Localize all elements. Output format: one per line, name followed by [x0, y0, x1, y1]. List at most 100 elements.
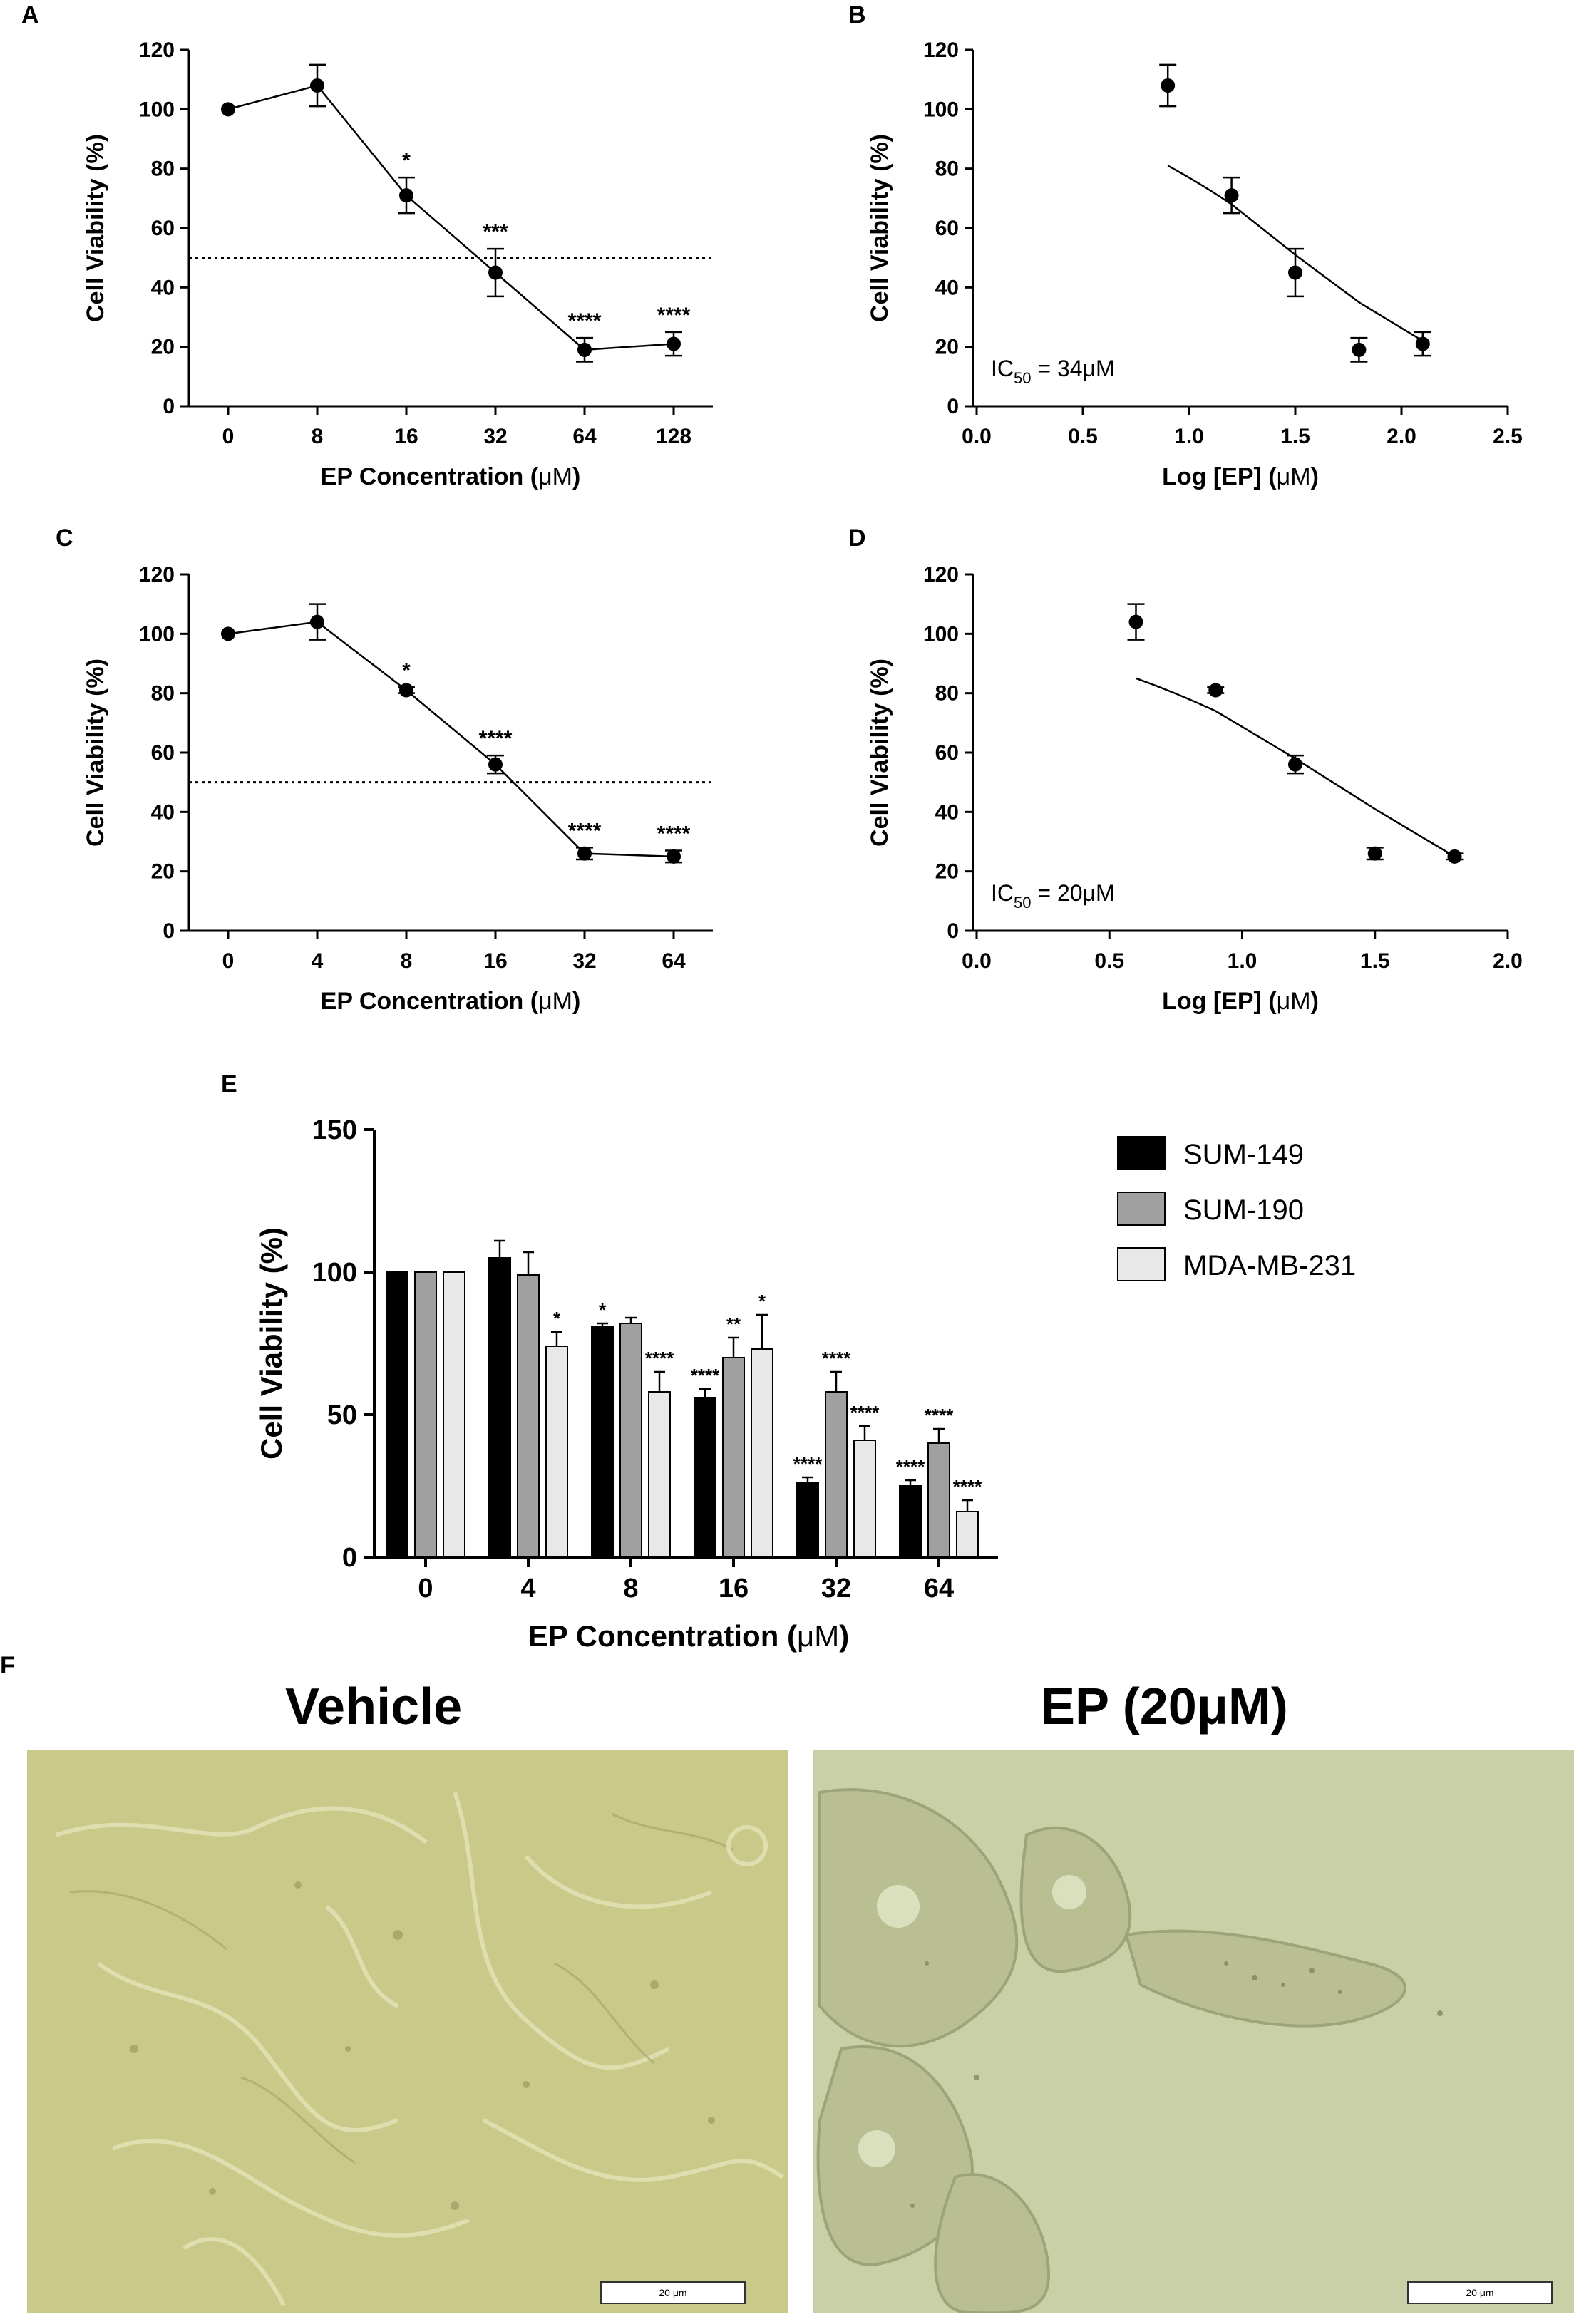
x-tick-label: 128 — [656, 425, 691, 448]
y-tick-label: 80 — [935, 157, 959, 181]
bar-sum-149 — [386, 1271, 408, 1558]
x-tick-label: 32 — [483, 425, 507, 448]
vehicle-micrograph: 20 μm — [27, 1750, 788, 2313]
x-tick-label: 0.0 — [962, 949, 992, 973]
x-tick-label: 1.0 — [1174, 425, 1204, 448]
x-tick-label: 1.0 — [1228, 949, 1257, 973]
y-tick-label: 20 — [151, 860, 175, 884]
panel-label-b: B — [848, 1, 866, 29]
x-tick-label: 0.5 — [1094, 949, 1124, 973]
bar-mda-mb-231 — [443, 1271, 465, 1558]
y-tick-label: 20 — [935, 336, 959, 359]
bar-sum-190 — [927, 1442, 950, 1558]
significance-label: **** — [568, 309, 602, 333]
significance-label: *** — [483, 220, 508, 244]
significance-label: * — [758, 1291, 766, 1312]
y-tick-label: 60 — [935, 217, 959, 240]
y-tick-label: 40 — [935, 800, 959, 824]
x-axis-label: EP Concentration (μM) — [528, 1619, 849, 1653]
y-tick-label: 120 — [139, 563, 175, 587]
bar-mda-mb-231 — [751, 1348, 773, 1558]
x-tick-label: 8 — [401, 949, 413, 973]
y-tick-label: 100 — [923, 98, 959, 121]
x-tick-label: 32 — [821, 1574, 851, 1603]
data-point — [310, 614, 324, 629]
y-tick-label: 0 — [163, 395, 175, 418]
y-tick-label: 60 — [151, 217, 175, 240]
x-tick-label: 64 — [662, 949, 686, 973]
x-tick-label: 0.5 — [1068, 425, 1098, 448]
significance-label: * — [402, 149, 411, 172]
ep-title-suffix: ) — [1270, 1678, 1288, 1735]
legend-label: SUM-190 — [1183, 1194, 1304, 1226]
ic50-annotation: IC50 = 34μM — [991, 356, 1115, 387]
data-point — [1208, 683, 1223, 698]
series-line — [227, 621, 674, 858]
y-tick-label: 100 — [139, 98, 175, 121]
data-point — [667, 336, 681, 351]
y-tick-label: 0 — [163, 919, 175, 943]
y-tick-label: 50 — [327, 1400, 357, 1430]
x-tick-label: 0 — [418, 1574, 433, 1603]
significance-label: **** — [953, 1476, 982, 1497]
x-axis-label: Log [EP] (μM) — [1162, 988, 1319, 1015]
bar-sum-190 — [619, 1323, 642, 1558]
y-tick-label: 0 — [342, 1543, 357, 1573]
data-point — [399, 683, 413, 698]
significance-label: **** — [657, 304, 691, 327]
x-tick-label: 32 — [572, 949, 596, 973]
bar-sum-149 — [591, 1326, 614, 1558]
legend-label: SUM-149 — [1183, 1139, 1304, 1170]
data-point — [1128, 614, 1143, 629]
x-tick-label: 0 — [222, 949, 235, 973]
bar-sum-149 — [899, 1485, 922, 1558]
y-axis-label: Cell Viability (%) — [866, 659, 893, 847]
data-point — [577, 846, 592, 861]
significance-label: **** — [645, 1348, 674, 1369]
panel-label-c: C — [56, 525, 73, 552]
y-tick-label: 150 — [312, 1115, 357, 1145]
data-point — [1367, 846, 1382, 861]
bar-mda-mb-231 — [545, 1346, 568, 1558]
legend-swatch — [1117, 1136, 1166, 1170]
x-tick-label: 64 — [924, 1574, 954, 1603]
y-tick-label: 20 — [151, 336, 175, 359]
data-point — [1288, 265, 1302, 280]
y-tick-label: 80 — [151, 157, 175, 181]
ep-title-prefix: EP (20 — [1041, 1678, 1197, 1735]
bar-sum-190 — [517, 1274, 540, 1558]
y-tick-label: 0 — [947, 395, 959, 418]
ep-scale-label: 20 μm — [1466, 2287, 1494, 2298]
ep-scale-bar: 20 μm — [1407, 2281, 1553, 2304]
y-axis-label: Cell Viability (%) — [82, 134, 109, 322]
data-point — [221, 102, 235, 117]
x-tick-label: 8 — [623, 1574, 638, 1603]
x-axis-label: EP Concentration (μM) — [321, 988, 581, 1015]
data-point — [1352, 342, 1367, 357]
x-axis-label: EP Concentration (μM) — [321, 463, 581, 490]
chart-d: 0 20 40 60 80 100 120 Cell Viability (%) 0.0 0.5 1… — [866, 563, 1523, 1015]
significance-label: ** — [726, 1313, 741, 1335]
chart-c: 0 20 40 60 80 100 120 Cell Viability (%) 0 4 8 16 32… — [82, 563, 713, 1015]
x-tick-label: 8 — [312, 425, 324, 448]
chart-b: 0 20 40 60 80 100 120 Cell Viability (%) 0.0 0.5 1… — [866, 38, 1523, 490]
ep-cells — [816, 1788, 1443, 2313]
x-tick-label: 4 — [520, 1574, 535, 1603]
x-tick-label: 2.0 — [1493, 949, 1523, 973]
significance-label: * — [599, 1299, 607, 1321]
y-axis-label: Cell Viability (%) — [82, 659, 109, 847]
bar-mda-mb-231 — [956, 1511, 979, 1558]
x-tick-label: 16 — [719, 1574, 749, 1603]
data-point — [1415, 336, 1430, 351]
y-tick-label: 40 — [151, 276, 175, 299]
legend-swatch — [1117, 1192, 1166, 1226]
x-tick-label: 16 — [483, 949, 507, 973]
bar-sum-149 — [694, 1397, 716, 1558]
data-point — [1224, 188, 1239, 203]
x-tick-label: 2.5 — [1493, 425, 1523, 448]
x-tick-label: 2.0 — [1387, 425, 1416, 448]
y-tick-label: 0 — [947, 919, 959, 943]
panel-label-f: F — [0, 1652, 15, 1679]
x-tick-label: 0.0 — [962, 425, 992, 448]
